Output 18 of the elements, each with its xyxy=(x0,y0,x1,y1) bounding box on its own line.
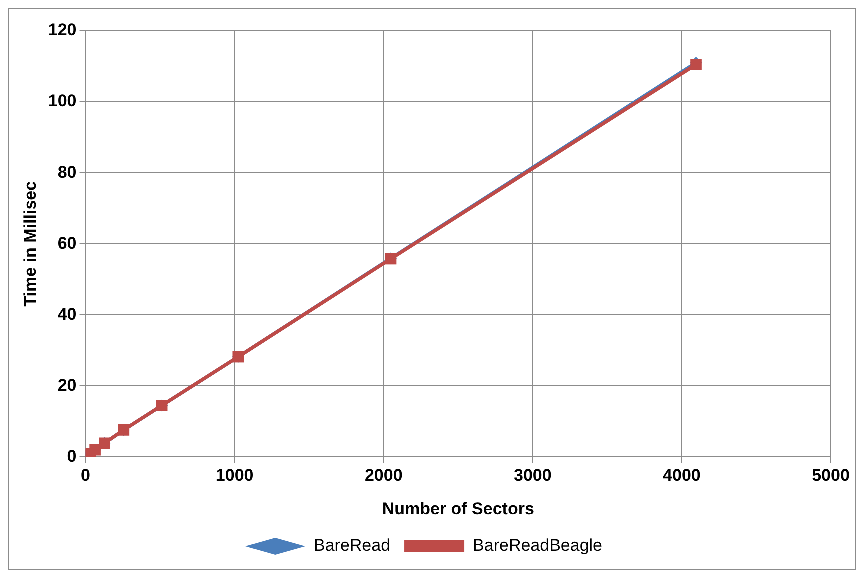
y-tick-label: 80 xyxy=(58,162,77,182)
y-tick-label: 100 xyxy=(48,92,77,111)
y-tick-label: 20 xyxy=(58,376,77,395)
y-tick-label: 60 xyxy=(58,234,77,253)
y-tick-label: 40 xyxy=(58,304,77,324)
x-tick-label: 5000 xyxy=(812,466,850,486)
x-tick-label: 2000 xyxy=(364,466,403,486)
x-tick-label: 3000 xyxy=(514,466,552,486)
x-axis-title: Number of Sectors xyxy=(382,499,534,518)
x-tick-label: 1000 xyxy=(216,466,254,486)
legend-label: BareReadBeagle xyxy=(473,536,603,556)
x-tick-label: 0 xyxy=(81,466,90,486)
x-tick-label: 4000 xyxy=(663,466,701,486)
y-axis-title: Time in Millisec xyxy=(20,181,40,307)
point xyxy=(690,59,702,70)
y-tick-label: 120 xyxy=(48,20,77,40)
y-tick-label: 0 xyxy=(67,446,77,466)
legend-label: BareRead xyxy=(314,536,391,556)
